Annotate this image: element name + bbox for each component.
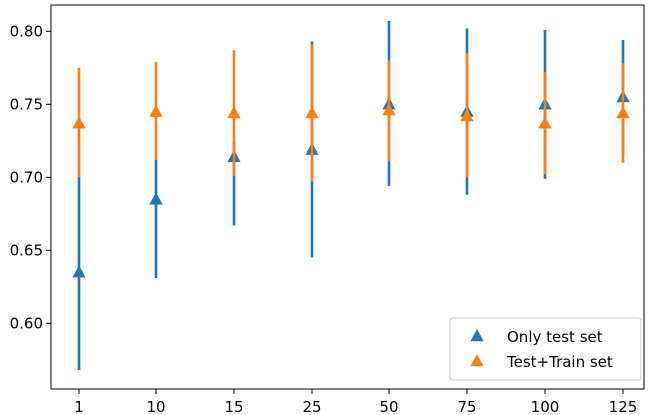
legend-box [449,317,642,381]
axes-frame [50,4,645,390]
marker-test-train-set-125 [616,106,630,119]
x-tick-label-15: 15 [224,398,243,415]
x-tick-label-100: 100 [531,398,560,415]
legend-label-only-test-set: Only test set [507,328,603,346]
x-tick-label-25: 25 [302,398,321,415]
x-tick-label-10: 10 [146,398,165,415]
legend-entry-0: Only test set [470,328,603,346]
marker-test-train-set-25 [305,106,319,119]
legend-entry-1: Test+Train set [470,353,613,371]
x-tick-label-125: 125 [609,398,638,415]
y-tick-label-0.65: 0.65 [10,241,43,259]
marker-test-train-set-50 [382,103,396,116]
marker-test-train-set-1 [72,116,86,129]
y-tick-label-0.75: 0.75 [10,95,43,113]
y-tick-label-0.80: 0.80 [10,22,43,40]
marker-only-test-set-10 [149,192,163,205]
marker-only-test-set-1 [72,265,86,278]
legend: Only test set Test+Train set [449,317,642,381]
marker-test-train-set-15 [227,106,241,119]
marker-test-train-set-75 [460,108,474,122]
legend-marker-only-test-set [470,329,484,342]
x-tick-label-75: 75 [457,398,476,415]
plot-area [72,21,630,371]
x-tick-label-1: 1 [74,398,84,415]
marker-test-train-set-10 [149,104,163,117]
legend-marker-test-train-set [470,354,484,367]
legend-label-test-train-set: Test+Train set [506,353,613,371]
y-tick-label-0.70: 0.70 [10,168,43,186]
axes: 0.60 0.65 0.70 0.75 0.80 1 10 15 25 50 75 100 125 [10,22,638,415]
x-tick-label-50: 50 [379,398,398,415]
y-tick-label-0.60: 0.60 [10,314,43,332]
marker-test-train-set-100 [538,116,552,129]
